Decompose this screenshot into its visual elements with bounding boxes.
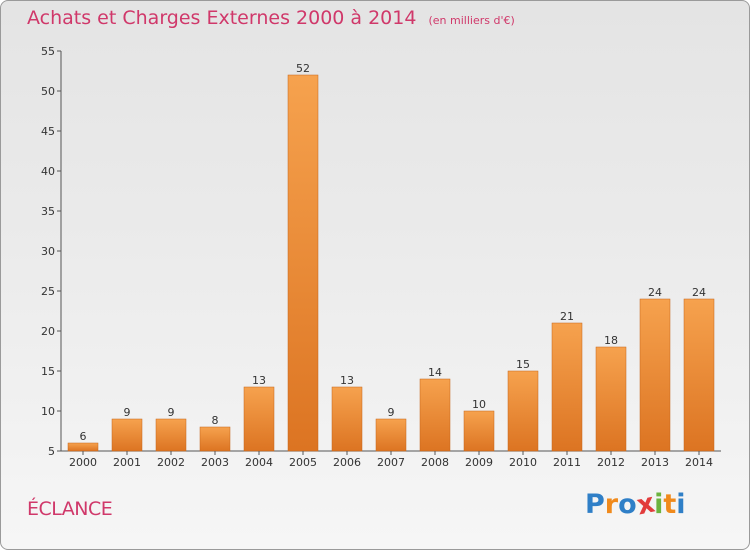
x-tick-label-2005: 2005	[289, 456, 317, 469]
bar-2014	[683, 298, 715, 452]
y-tick-label: 10	[41, 405, 55, 418]
data-label-2006: 13	[340, 374, 354, 387]
data-label-2012: 18	[604, 334, 618, 347]
bar-2008	[419, 378, 451, 452]
bar-2006	[331, 386, 363, 452]
place-name: ÉCLANCE	[27, 498, 113, 520]
x-tick-label-2008: 2008	[421, 456, 449, 469]
y-tick-label: 30	[41, 245, 55, 258]
data-label-2014: 24	[692, 286, 706, 299]
bar-2005	[287, 74, 319, 452]
y-tick-label: 20	[41, 325, 55, 338]
logo-letter: P	[585, 489, 605, 520]
x-tick-label-2009: 2009	[465, 456, 493, 469]
x-tick-label-2001: 2001	[113, 456, 141, 469]
data-label-2000: 6	[80, 430, 87, 443]
x-tick-label-2000: 2000	[69, 456, 97, 469]
x-tick-label-2014: 2014	[685, 456, 713, 469]
chart-subtitle: (en milliers d'€)	[428, 14, 515, 27]
data-label-2003: 8	[212, 414, 219, 427]
data-label-2009: 10	[472, 398, 486, 411]
chart-title-text: Achats et Charges Externes 2000 à 2014	[27, 7, 417, 29]
data-label-2008: 14	[428, 366, 442, 379]
x-tick-label-2012: 2012	[597, 456, 625, 469]
data-label-2011: 21	[560, 310, 574, 323]
x-tick-label-2007: 2007	[377, 456, 405, 469]
y-tick-label: 35	[41, 205, 55, 218]
x-tick-label-2003: 2003	[201, 456, 229, 469]
chart-title: Achats et Charges Externes 2000 à 2014 (…	[27, 7, 515, 29]
x-tick-label-2013: 2013	[641, 456, 669, 469]
data-label-2013: 24	[648, 286, 662, 299]
data-label-2002: 9	[168, 406, 175, 419]
y-tick-label: 5	[48, 445, 55, 458]
x-tick-label-2004: 2004	[245, 456, 273, 469]
bar-2003	[199, 426, 231, 452]
bar-2009	[463, 410, 495, 452]
data-label-2007: 9	[388, 406, 395, 419]
x-tick-label-2006: 2006	[333, 456, 361, 469]
proxiti-logo: Proxiti	[585, 488, 686, 522]
y-tick-label: 45	[41, 125, 55, 138]
data-label-2004: 13	[252, 374, 266, 387]
x-tick-label-2011: 2011	[553, 456, 581, 469]
logo-letter: r	[604, 489, 619, 520]
x-tick-label-2010: 2010	[509, 456, 537, 469]
bar-2007	[375, 418, 407, 452]
y-tick-label: 40	[41, 165, 55, 178]
logo-letter: i	[654, 489, 664, 520]
bar-2013	[639, 298, 671, 452]
data-label-2001: 9	[124, 406, 131, 419]
bar-2012	[595, 346, 627, 452]
bar-2002	[155, 418, 187, 452]
y-tick-label: 25	[41, 285, 55, 298]
data-label-2005: 52	[296, 62, 310, 75]
logo-letter: o	[618, 489, 637, 520]
bar-2004	[243, 386, 275, 452]
data-label-2010: 15	[516, 358, 530, 371]
x-tick-label-2002: 2002	[157, 456, 185, 469]
bar-2000	[67, 442, 99, 452]
bar-2001	[111, 418, 143, 452]
y-tick-label: 15	[41, 365, 55, 378]
logo-letter: i	[676, 489, 686, 520]
y-tick-label: 50	[41, 85, 55, 98]
bar-2010	[507, 370, 539, 452]
bar-2011	[551, 322, 583, 452]
logo-letter: t	[663, 489, 677, 520]
y-tick-label: 55	[41, 45, 55, 58]
